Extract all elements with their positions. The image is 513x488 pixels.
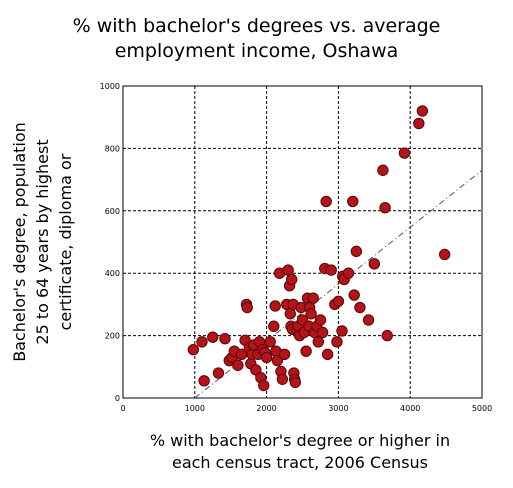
- y-axis-label: Bachelor's degree, population 25 to 64 y…: [8, 102, 80, 382]
- data-point: [354, 301, 366, 314]
- x-tick-label: 1000: [185, 404, 205, 413]
- x-axis-label-line-2: each census tract, 2006 Census: [171, 453, 429, 472]
- data-point: [289, 376, 302, 389]
- data-point: [207, 331, 219, 343]
- data-point: [232, 359, 244, 371]
- data-point: [336, 325, 348, 337]
- data-point: [196, 336, 208, 348]
- data-point: [413, 117, 425, 130]
- data-point: [348, 289, 360, 301]
- x-tick-label: 3000: [328, 404, 348, 413]
- data-point: [332, 295, 345, 307]
- data-point: [314, 314, 327, 326]
- data-point: [187, 343, 200, 356]
- data-point: [258, 379, 270, 392]
- data-point: [282, 264, 294, 276]
- chart-title-line-1: % with bachelor's degrees vs. average: [72, 15, 441, 37]
- data-point: [321, 348, 334, 361]
- data-point: [286, 273, 298, 286]
- data-point: [312, 336, 324, 348]
- data-point: [398, 147, 411, 159]
- plot-frame: [122, 85, 483, 399]
- data-point: [198, 375, 210, 387]
- data-point: [268, 320, 280, 332]
- y-tick-label: 200: [105, 332, 120, 341]
- x-axis-label-line-1: % with bachelor's degree or higher in: [149, 431, 451, 450]
- trend-line-group: [194, 169, 483, 399]
- x-axis-label: % with bachelor's degree or higher in ea…: [110, 430, 490, 474]
- data-point: [271, 354, 284, 367]
- x-tick-label: 2000: [256, 404, 276, 413]
- y-tick-label: 0: [115, 394, 120, 403]
- data-point: [381, 329, 393, 342]
- data-point: [264, 336, 276, 348]
- y-tick-label: 600: [105, 207, 120, 216]
- data-point: [416, 105, 429, 117]
- data-point: [379, 201, 391, 214]
- y-axis-label-line-2: 25 to 64 years by highest: [33, 139, 52, 345]
- data-point: [212, 367, 225, 379]
- trend-line: [194, 169, 483, 399]
- chart-title: % with bachelor's degrees vs. average em…: [0, 14, 513, 64]
- data-point: [278, 348, 291, 361]
- tick-labels: 0 1000 2000 3000 4000 5000 0 200 400 600 800 1000: [100, 82, 493, 413]
- chart-title-line-2: employment income, Oshawa: [114, 40, 399, 62]
- y-tick-label: 400: [105, 269, 120, 278]
- data-point: [331, 336, 343, 348]
- data-point: [307, 292, 319, 304]
- y-tick-label: 800: [105, 144, 120, 153]
- y-axis-label-line-3: certificate, diploma or: [56, 153, 75, 331]
- x-tick-label: 0: [120, 404, 125, 413]
- data-points: [187, 105, 451, 392]
- data-point: [347, 195, 359, 208]
- data-point: [300, 345, 312, 357]
- x-tick-label: 5000: [472, 404, 492, 413]
- data-point: [320, 195, 332, 208]
- data-point: [438, 248, 451, 261]
- data-point: [316, 326, 329, 339]
- data-point: [342, 267, 355, 279]
- y-axis-label-line-1: Bachelor's degree, population: [10, 122, 29, 362]
- x-tick-label: 4000: [400, 404, 420, 413]
- data-point: [241, 301, 253, 314]
- data-point: [260, 351, 273, 364]
- data-point: [362, 314, 375, 326]
- data-point: [269, 300, 281, 312]
- data-point: [305, 308, 317, 320]
- data-point: [350, 245, 363, 258]
- data-point: [325, 264, 337, 276]
- data-point: [219, 333, 231, 345]
- data-point: [284, 308, 296, 320]
- y-tick-label: 1000: [100, 82, 120, 91]
- data-point: [276, 373, 289, 385]
- data-point: [377, 164, 389, 176]
- data-point: [368, 258, 380, 270]
